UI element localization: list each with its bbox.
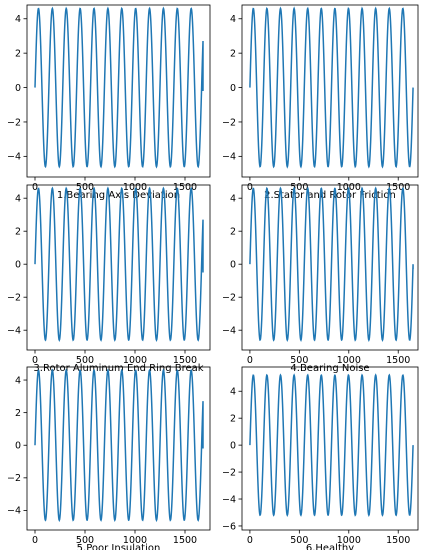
y-tick-label: 2	[15, 408, 21, 419]
subplot-caption: 1.Bearing Axis Deviation	[57, 190, 180, 201]
y-tick-label: −6	[222, 521, 236, 532]
x-tick-label: 1500	[386, 355, 410, 366]
y-tick-label: −4	[222, 152, 236, 163]
y-tick-label: −4	[7, 506, 21, 517]
y-tick-label: −2	[222, 117, 236, 128]
x-tick-label: 0	[32, 182, 38, 193]
y-tick-label: −2	[7, 293, 21, 304]
x-tick-label: 0	[32, 355, 38, 366]
y-tick-label: −2	[222, 293, 236, 304]
axes-frame	[26, 366, 211, 531]
y-tick-label: 4	[230, 14, 236, 25]
subplot-2: 0 500 1000 1500 −4 −2 0 2 4 2.Stator and Rotor Fr…	[222, 4, 419, 201]
x-tick-label: 0	[32, 535, 38, 546]
y-tick-label: 4	[230, 194, 236, 205]
y-tick-label: 4	[15, 14, 21, 25]
x-tick-label: 1500	[173, 182, 197, 193]
x-tick-label: 500	[76, 182, 94, 193]
y-tick-label: 0	[15, 260, 21, 271]
x-tick-label: 500	[290, 355, 308, 366]
subplot-caption: 2.Stator and Rotor Friction	[264, 190, 396, 201]
y-tick-label: 0	[230, 83, 236, 94]
x-tick-label: 0	[247, 535, 253, 546]
y-tick-label: 4	[230, 387, 236, 398]
x-tick-label: 1000	[123, 182, 147, 193]
y-tick-label: −2	[7, 117, 21, 128]
waveform-line	[34, 186, 204, 343]
x-tick-label: 500	[290, 535, 308, 546]
subplot-1: 0 500 1000 1500 −4 −2 0 2 4 1.Bearing Axis Deviat…	[7, 4, 211, 201]
subplot-3: 0 500 1000 1500 −4 −2 0 2 4 3.Rotor Aluminum End …	[7, 184, 211, 374]
y-tick-label: −4	[222, 326, 236, 337]
axes-frame	[241, 366, 419, 531]
axes-frame	[26, 184, 211, 351]
y-tick-label: −4	[7, 326, 21, 337]
subplot-caption: 5.Poor Insulation	[77, 543, 161, 550]
waveform-line	[34, 6, 204, 169]
subplot-caption: 3.Rotor Aluminum End Ring Break	[33, 363, 203, 374]
y-tick-label: −2	[7, 473, 21, 484]
x-tick-label: 1000	[337, 355, 361, 366]
axes-frame	[241, 184, 419, 351]
y-tick-label: −4	[222, 494, 236, 505]
y-tick-label: 2	[230, 227, 236, 238]
waveform-line	[249, 373, 414, 517]
waveform-line	[249, 6, 414, 169]
x-tick-label: 500	[76, 535, 94, 546]
y-tick-label: 4	[15, 375, 21, 386]
y-tick-label: 0	[15, 83, 21, 94]
x-tick-label: 1500	[173, 535, 197, 546]
x-tick-label: 0	[247, 182, 253, 193]
subplot-caption: 6.Healthy	[306, 543, 354, 550]
waveform-line	[34, 368, 204, 523]
subplot-caption: 4.Bearing Noise	[290, 363, 369, 374]
y-tick-label: 2	[230, 413, 236, 424]
x-tick-label: 1000	[337, 182, 361, 193]
x-tick-label: 1500	[386, 182, 410, 193]
y-tick-label: 2	[15, 48, 21, 59]
subplot-5: 0 500 1000 1500 −4 −2 0 2 4 5.Poor Insulation	[7, 366, 211, 550]
x-tick-label: 500	[290, 182, 308, 193]
x-tick-label: 1000	[123, 535, 147, 546]
y-tick-label: −4	[7, 152, 21, 163]
y-tick-label: −2	[222, 467, 236, 478]
y-tick-label: 4	[15, 194, 21, 205]
axes-frame	[241, 4, 419, 178]
y-tick-label: 2	[15, 227, 21, 238]
waveform-line	[249, 186, 414, 343]
subplot-6: 0 500 1000 1500 −6 −4 −2 0 2 4 6.Healthy	[222, 366, 419, 550]
x-tick-label: 1000	[337, 535, 361, 546]
subplot-4: 0 500 1000 1500 −4 −2 0 2 4 4.Bearing Noise	[222, 184, 419, 374]
y-tick-label: 0	[230, 440, 236, 451]
x-tick-label: 1500	[386, 535, 410, 546]
y-tick-label: 0	[230, 260, 236, 271]
axes-frame	[26, 4, 211, 178]
x-tick-label: 1000	[123, 355, 147, 366]
x-tick-label: 500	[76, 355, 94, 366]
y-tick-label: 0	[15, 441, 21, 452]
x-tick-label: 0	[247, 355, 253, 366]
x-tick-label: 1500	[173, 355, 197, 366]
y-tick-label: 2	[230, 48, 236, 59]
